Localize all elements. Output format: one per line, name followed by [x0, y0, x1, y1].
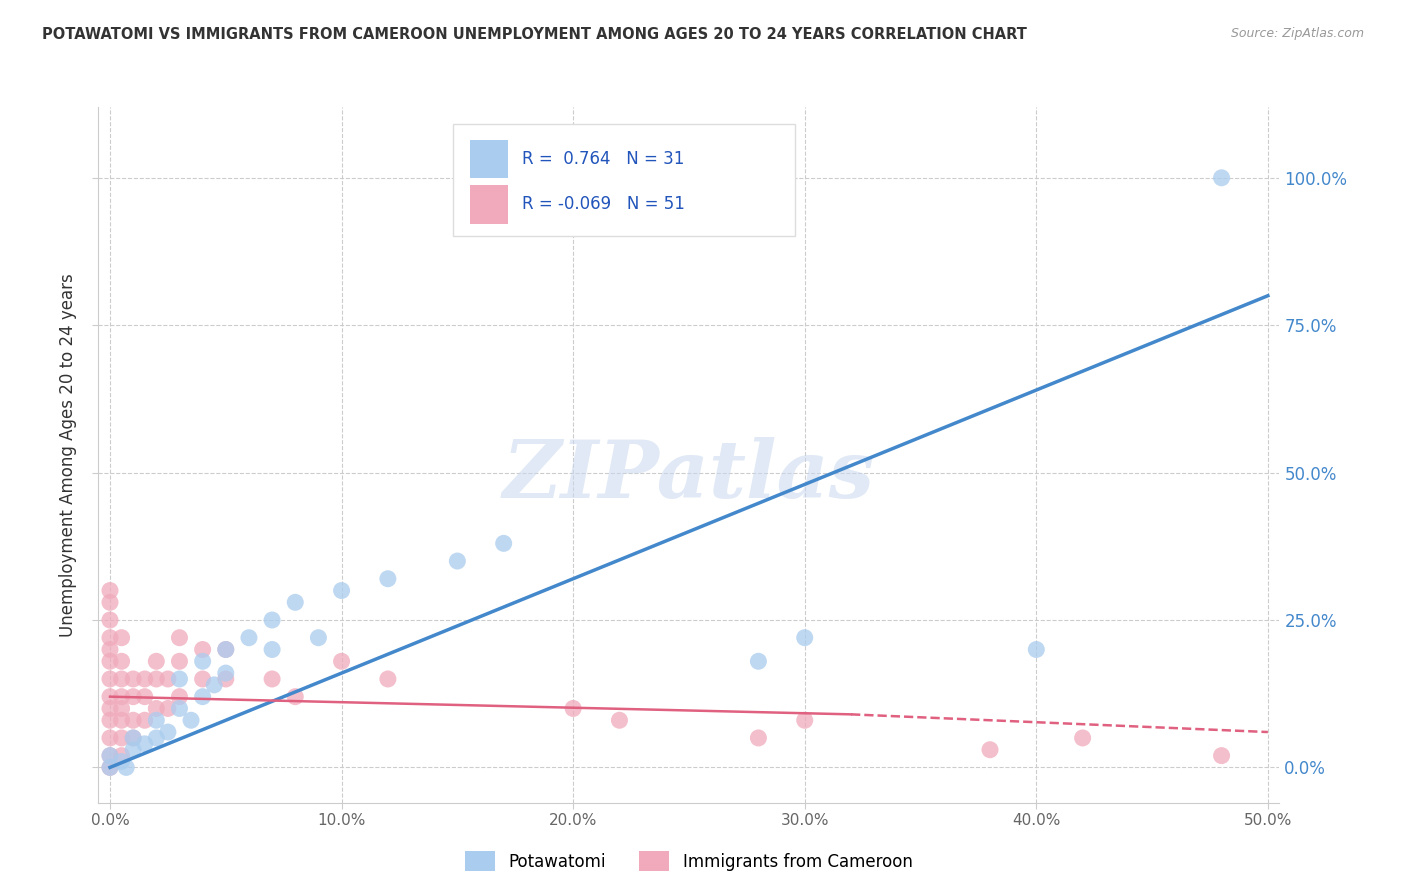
Point	[134, 713, 156, 727]
Point	[110, 701, 132, 715]
Point	[122, 713, 145, 727]
Point	[169, 672, 191, 686]
Point	[98, 642, 121, 657]
Point	[98, 701, 121, 715]
Text: ZIPatlas: ZIPatlas	[503, 437, 875, 515]
Point	[191, 672, 214, 686]
Point	[145, 672, 167, 686]
Point	[145, 701, 167, 715]
Point	[284, 690, 307, 704]
Point	[262, 642, 284, 657]
Point	[377, 672, 399, 686]
Point	[134, 672, 156, 686]
Point	[169, 631, 191, 645]
Point	[202, 678, 225, 692]
Point	[115, 760, 138, 774]
Point	[98, 613, 121, 627]
Point	[98, 690, 121, 704]
Point	[1071, 731, 1094, 745]
Point	[284, 595, 307, 609]
Point	[492, 536, 515, 550]
Point	[1025, 642, 1047, 657]
Text: R =  0.764   N = 31: R = 0.764 N = 31	[523, 150, 685, 169]
Point	[377, 572, 399, 586]
Point	[110, 690, 132, 704]
Point	[98, 760, 121, 774]
Point	[169, 690, 191, 704]
Point	[609, 713, 631, 727]
Point	[169, 654, 191, 668]
Point	[215, 672, 238, 686]
FancyBboxPatch shape	[471, 186, 508, 224]
Point	[122, 690, 145, 704]
Text: POTAWATOMI VS IMMIGRANTS FROM CAMEROON UNEMPLOYMENT AMONG AGES 20 TO 24 YEARS CO: POTAWATOMI VS IMMIGRANTS FROM CAMEROON U…	[42, 27, 1026, 42]
Point	[98, 595, 121, 609]
Point	[122, 743, 145, 757]
Point	[98, 631, 121, 645]
Point	[330, 583, 353, 598]
FancyBboxPatch shape	[471, 140, 508, 178]
Point	[215, 642, 238, 657]
Point	[98, 654, 121, 668]
Point	[562, 701, 585, 715]
Point	[747, 654, 769, 668]
Point	[110, 731, 132, 745]
Point	[215, 666, 238, 681]
FancyBboxPatch shape	[453, 124, 796, 235]
Point	[98, 748, 121, 763]
Y-axis label: Unemployment Among Ages 20 to 24 years: Unemployment Among Ages 20 to 24 years	[59, 273, 77, 637]
Point	[134, 690, 156, 704]
Point	[747, 731, 769, 745]
Point	[1211, 748, 1233, 763]
Point	[110, 748, 132, 763]
Point	[110, 672, 132, 686]
Point	[145, 731, 167, 745]
Point	[110, 713, 132, 727]
Point	[110, 631, 132, 645]
Point	[98, 760, 121, 774]
Point	[122, 672, 145, 686]
Text: Source: ZipAtlas.com: Source: ZipAtlas.com	[1230, 27, 1364, 40]
Point	[145, 654, 167, 668]
Point	[1211, 170, 1233, 185]
Point	[191, 654, 214, 668]
Point	[215, 642, 238, 657]
Point	[156, 672, 179, 686]
Point	[156, 701, 179, 715]
Point	[979, 743, 1001, 757]
Point	[262, 613, 284, 627]
Point	[145, 713, 167, 727]
Point	[191, 690, 214, 704]
Point	[98, 748, 121, 763]
Point	[134, 737, 156, 751]
Point	[98, 672, 121, 686]
Point	[110, 755, 132, 769]
Point	[122, 731, 145, 745]
Point	[793, 713, 815, 727]
Text: R = -0.069   N = 51: R = -0.069 N = 51	[523, 195, 685, 213]
Point	[238, 631, 260, 645]
Point	[191, 642, 214, 657]
Point	[307, 631, 329, 645]
Point	[98, 713, 121, 727]
Point	[446, 554, 468, 568]
Point	[330, 654, 353, 668]
Point	[169, 701, 191, 715]
Point	[122, 731, 145, 745]
Point	[262, 672, 284, 686]
Point	[98, 731, 121, 745]
Point	[98, 583, 121, 598]
Point	[180, 713, 202, 727]
Point	[156, 725, 179, 739]
Point	[793, 631, 815, 645]
Point	[110, 654, 132, 668]
Legend: Potawatomi, Immigrants from Cameroon: Potawatomi, Immigrants from Cameroon	[458, 845, 920, 878]
